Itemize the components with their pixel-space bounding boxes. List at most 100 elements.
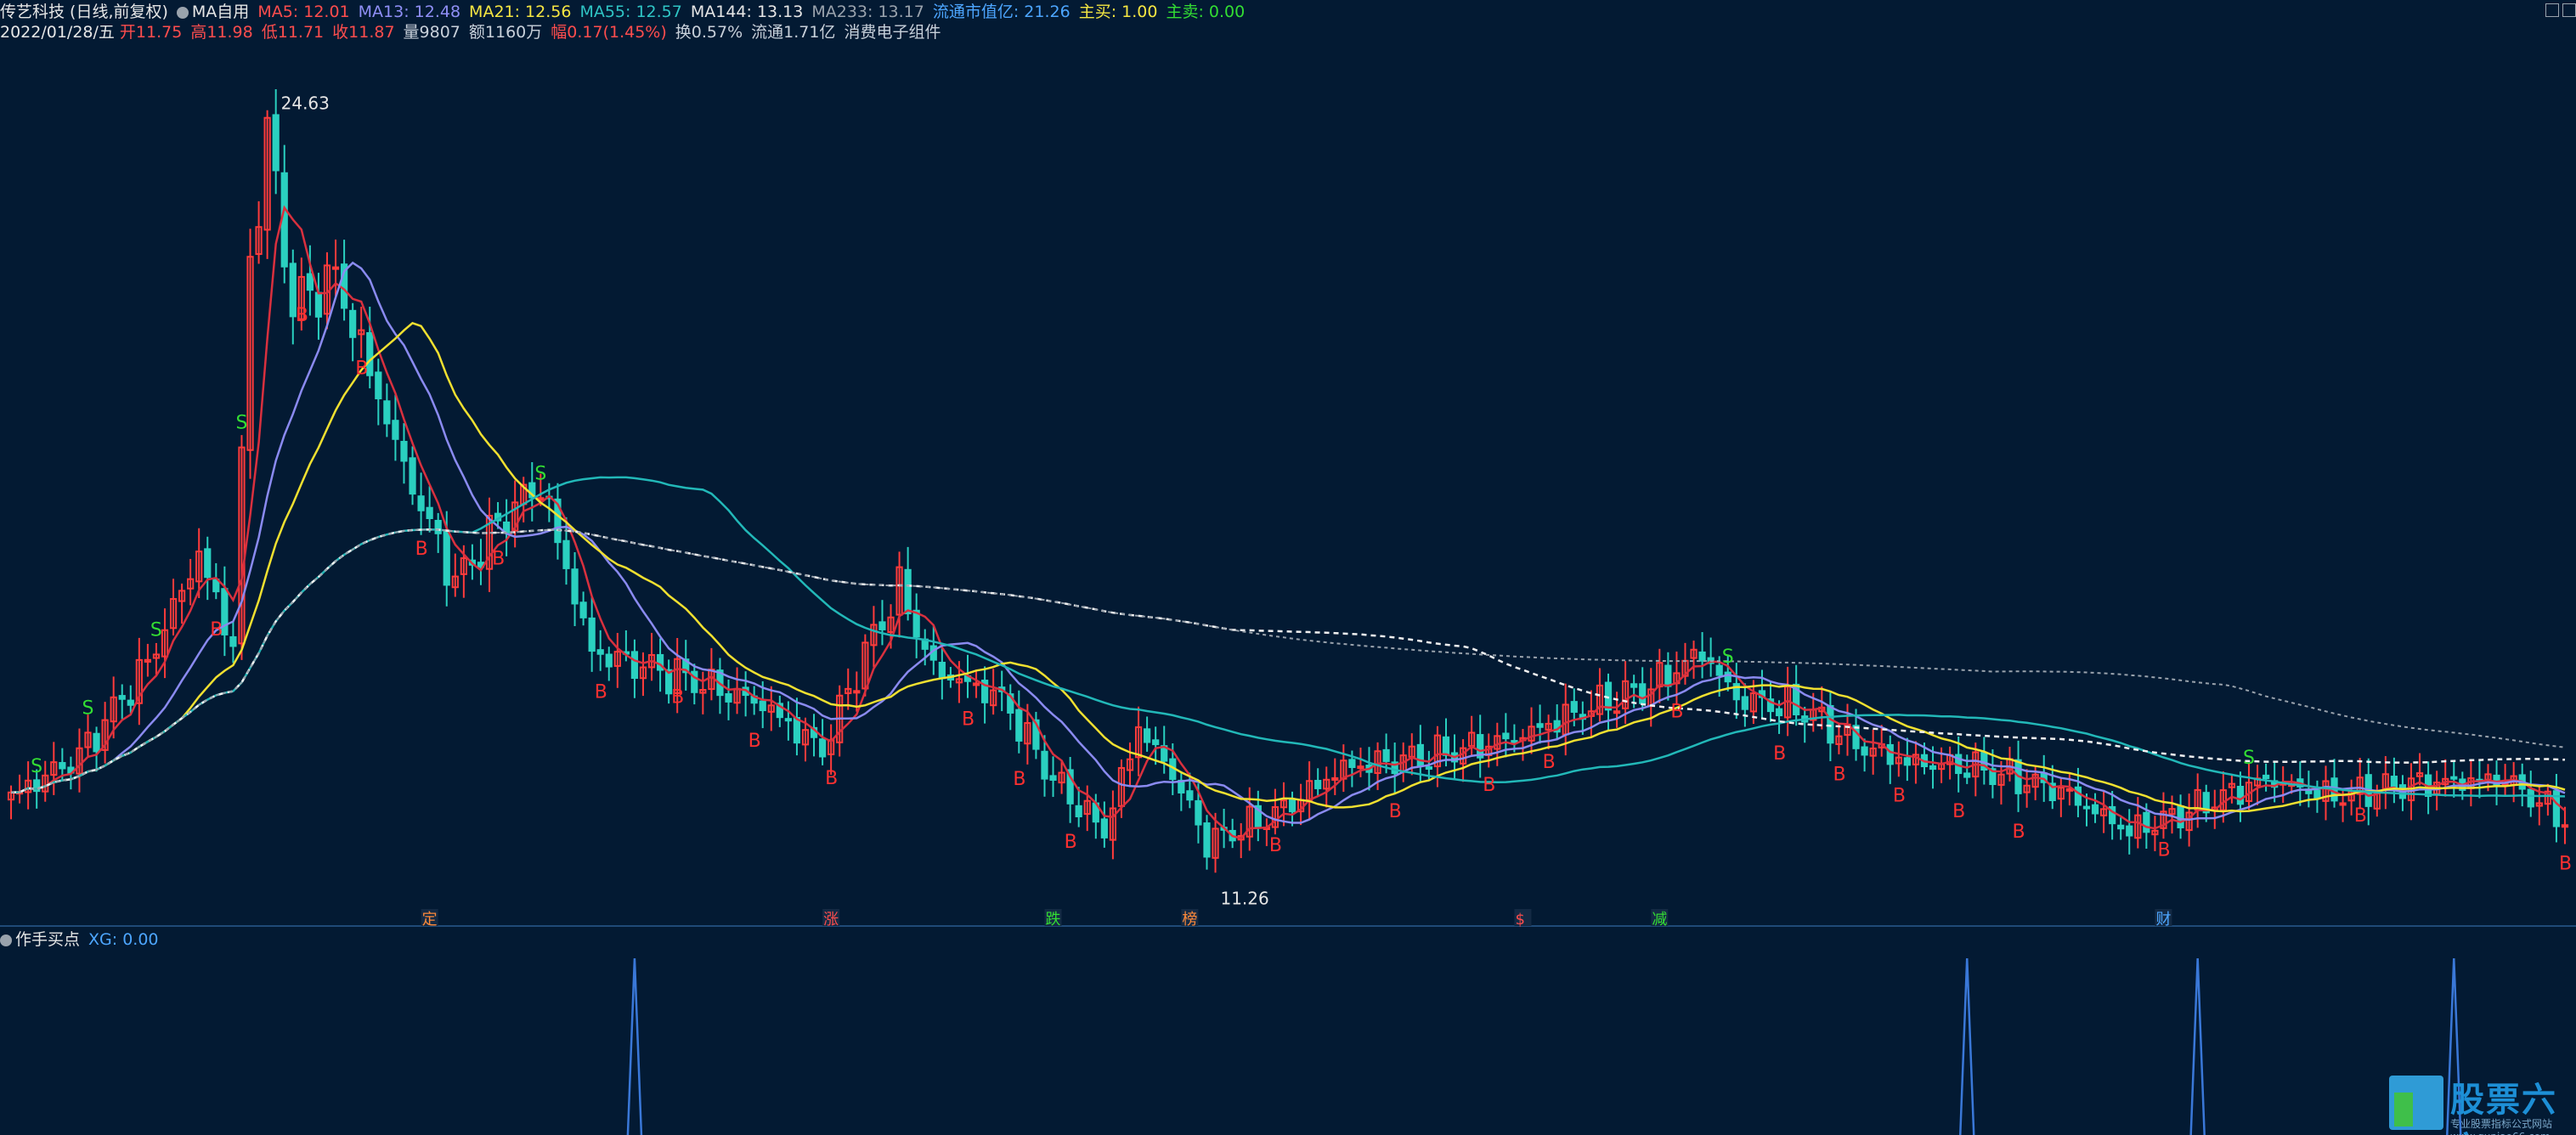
candle-body <box>1511 740 1518 744</box>
ma233-line <box>10 528 2566 793</box>
event-marker: 涨 <box>823 911 839 929</box>
candle-body <box>340 263 348 309</box>
candle-body <box>630 651 639 680</box>
buy-signal: B <box>2013 822 2025 843</box>
quote-item-8: 流通1.71亿 <box>751 23 836 42</box>
candle-body <box>972 682 980 686</box>
high-price-label: 24.63 <box>281 93 330 114</box>
candle-body <box>1357 765 1364 770</box>
ma13-line <box>10 261 2566 824</box>
candle-body <box>204 548 212 579</box>
candle-body <box>1203 822 1211 858</box>
candle-body <box>639 666 647 680</box>
event-marker: 榜 <box>1182 911 1197 929</box>
ma-item-2: MA21: 12.56 <box>469 3 572 21</box>
buy-signal: B <box>1389 801 1402 822</box>
candle-body <box>135 658 143 704</box>
ma-item-5: MA233: 13.17 <box>811 3 924 21</box>
candle-body <box>2236 786 2245 805</box>
candle-body <box>1732 683 1740 701</box>
candle-body <box>1698 651 1706 662</box>
candle-body <box>297 275 305 320</box>
candle-body <box>255 226 263 256</box>
candle-body <box>1477 734 1484 759</box>
candle-body <box>853 690 861 694</box>
candle-body <box>417 495 425 511</box>
quote-item-1: 高11.98 <box>190 23 253 42</box>
candle-body <box>2048 782 2056 801</box>
candle-body <box>366 331 374 376</box>
candle-body <box>955 678 963 684</box>
candle-body <box>725 692 732 703</box>
candle-body <box>1382 748 1390 762</box>
candle-body <box>2160 810 2167 829</box>
candle-body <box>263 116 271 231</box>
candle-body <box>358 329 365 336</box>
candle-body <box>400 440 408 462</box>
candle-body <box>1109 807 1117 841</box>
candle-body <box>195 551 203 583</box>
candle-body <box>1835 735 1843 745</box>
candle-body <box>980 680 989 703</box>
candle-body <box>1126 758 1134 771</box>
candle-body <box>238 446 246 645</box>
candle-body <box>118 695 126 700</box>
candle-body <box>904 568 912 615</box>
ma5-line <box>10 205 2566 840</box>
xg-spike <box>2189 957 2206 1135</box>
sub-panel-header: 作手买点 XG: 0.00 <box>0 929 167 950</box>
indicator-menu-icon[interactable] <box>176 7 189 19</box>
sell-signal: S <box>235 413 247 434</box>
event-marker-bg <box>421 909 438 926</box>
event-marker-bg <box>1514 909 1532 926</box>
candle-body <box>1502 732 1510 740</box>
candle-body <box>2091 804 2099 815</box>
candle-body <box>793 717 801 744</box>
watermark-logo: 股票六六 专业股票指标公式网站 www.gupiao66.com <box>2389 1072 2576 1135</box>
indicator-name[interactable]: MA自用 <box>176 3 249 21</box>
candle-body <box>1545 722 1552 731</box>
ma-item-8: 主卖: 0.00 <box>1166 3 1246 21</box>
buy-signal: B <box>962 709 974 731</box>
candle-body <box>1246 805 1253 838</box>
candle-body <box>767 704 775 713</box>
candle-body <box>1024 722 1031 745</box>
candle-body <box>1886 743 1894 765</box>
candle-body <box>2109 805 2116 825</box>
candle-body <box>1425 765 1432 770</box>
candle-body <box>2415 772 2424 777</box>
candle-body <box>2185 811 2193 832</box>
quote-item-2: 低11.71 <box>261 23 325 42</box>
candle-body <box>1766 698 1775 713</box>
panel-minimize-button[interactable] <box>2545 3 2559 17</box>
sell-signal: S <box>31 756 42 777</box>
candle-body <box>938 661 946 680</box>
ma-item-6: 流通市值亿: 21.26 <box>932 3 1071 21</box>
xg-spike <box>2446 957 2462 1135</box>
buy-signal: B <box>210 619 223 641</box>
candle-body <box>84 731 92 748</box>
candle-body <box>93 732 100 753</box>
low-price-label: 11.26 <box>1220 888 1268 908</box>
candle-body <box>101 719 109 751</box>
buy-signal: B <box>1773 743 1786 765</box>
candle-body <box>887 616 895 634</box>
candle-body <box>1348 759 1356 769</box>
sub-indicator-name[interactable]: 作手买点 <box>0 930 80 949</box>
candle-body <box>2117 824 2125 830</box>
candle-body <box>1100 818 1108 839</box>
candle-body <box>2356 776 2364 795</box>
candle-body <box>1630 683 1638 688</box>
sub-indicator-menu-icon[interactable] <box>0 935 12 946</box>
candle-body <box>1827 704 1834 744</box>
quote-header: 2022/01/28/五 开11.75 高11.98 低11.71 收11.87 量980… <box>0 22 958 42</box>
candle-body <box>870 624 878 647</box>
xg-value: XG: 0.00 <box>88 930 159 949</box>
buy-signal: B <box>1269 835 1282 856</box>
candle-body <box>1186 790 1194 801</box>
candle-body <box>2177 805 2184 828</box>
candle-body <box>1989 768 1997 786</box>
candle-body <box>1741 696 1748 710</box>
event-marker: 财 <box>2155 911 2171 929</box>
